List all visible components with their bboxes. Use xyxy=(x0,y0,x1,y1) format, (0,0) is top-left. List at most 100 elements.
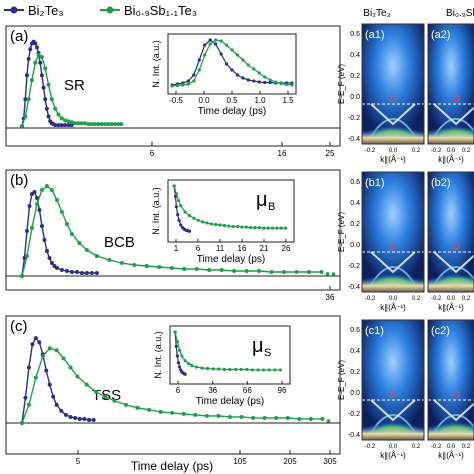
data-point-2 xyxy=(26,402,31,407)
panel-frame xyxy=(5,315,341,455)
inset-x-tick-label: 21 xyxy=(260,244,269,253)
arpes-frame xyxy=(427,171,474,293)
inset-data-point-2 xyxy=(175,83,180,88)
inset-data-point-2 xyxy=(256,368,260,372)
inset-data-point-2 xyxy=(257,71,261,75)
data-point-2 xyxy=(84,248,89,252)
data-point-2 xyxy=(325,272,330,276)
data-point-1 xyxy=(54,402,59,407)
inset-x-tick-label: 66 xyxy=(243,386,252,395)
inset-data-point-1 xyxy=(173,194,178,198)
arpes-y-label: E-E_F (eV) xyxy=(337,212,346,252)
inset-data-point-2 xyxy=(209,222,213,226)
data-point-1 xyxy=(41,85,46,90)
data-point-1 xyxy=(54,266,59,270)
arpes-x-tick-label: -0.2 xyxy=(431,296,442,302)
inset-data-point-2 xyxy=(228,367,232,372)
data-point-2 xyxy=(170,410,175,415)
data-point-1 xyxy=(82,416,87,421)
legend: Bi₂Te₃ Bi₀.₉Sb₁.₁Te₃ xyxy=(4,3,197,18)
data-point-2 xyxy=(294,270,299,274)
arpes-panel-label: (a1) xyxy=(365,29,385,41)
inset-data-point-2 xyxy=(263,75,267,79)
inset-data-point-2 xyxy=(219,39,223,43)
data-point-2 xyxy=(232,269,237,273)
inset-data-point-2 xyxy=(214,222,218,227)
data-point-2 xyxy=(119,122,124,127)
arpes-y-label: E-E_F (eV) xyxy=(337,360,346,400)
arpes-panel-2: (a2) -0.2 0.0 0.2k∥(Å⁻¹) xyxy=(426,23,474,164)
data-point-2 xyxy=(69,120,74,125)
inset-data-point-2 xyxy=(235,224,240,229)
data-point-1 xyxy=(68,414,73,419)
data-point-1 xyxy=(59,408,64,413)
inset-data-point-2 xyxy=(187,214,192,218)
arpes-surface-state xyxy=(370,103,416,126)
inset-data-point-2 xyxy=(267,368,271,372)
data-point-1 xyxy=(63,123,68,128)
data-point-2 xyxy=(92,122,97,127)
data-point-2 xyxy=(29,78,34,82)
data-point-1 xyxy=(44,368,49,373)
data-point-2 xyxy=(102,122,107,127)
x-tick-label: 5 xyxy=(76,457,81,466)
data-point-1 xyxy=(26,56,31,61)
arpes-panel-4: (b2) -0.2 0.0 0.2k∥(Å⁻¹) xyxy=(426,171,474,312)
arpes-x-tick-label: 0.2 xyxy=(412,296,421,302)
data-point-1 xyxy=(39,73,44,78)
arpes-y-tick-label: -0.4 xyxy=(348,284,360,291)
arpes-x-tick-label: 0.2 xyxy=(462,148,471,154)
arpes-x-tick-label: -0.2 xyxy=(431,148,442,154)
arpes-frame xyxy=(361,319,425,441)
inset-data-point-1 xyxy=(176,213,180,217)
inset-data-point-2 xyxy=(253,226,257,230)
arpes-marker xyxy=(452,94,460,102)
arpes-valence-band xyxy=(428,278,474,292)
data-point-2 xyxy=(75,374,80,379)
legend-marker-series2 xyxy=(106,6,114,14)
data-point-1 xyxy=(74,270,79,274)
arpes-valence-band xyxy=(362,278,424,292)
data-point-1 xyxy=(26,365,31,370)
data-point-2 xyxy=(251,415,256,420)
data-point-2 xyxy=(282,270,287,274)
panel-frame xyxy=(5,169,341,291)
data-point-2 xyxy=(33,375,38,380)
data-point-2 xyxy=(144,264,149,268)
inset-data-point-1 xyxy=(174,205,178,209)
panel-annotation: BCB xyxy=(104,234,135,251)
inset-data-point-2 xyxy=(181,83,185,87)
inset-data-point-2 xyxy=(279,226,283,230)
inset-data-point-2 xyxy=(179,204,183,208)
data-point-2 xyxy=(29,226,34,230)
data-point-2 xyxy=(182,267,187,271)
arpes-x-label: k∥(Å⁻¹) xyxy=(380,155,406,164)
inset-x-tick-label: 6 xyxy=(176,386,181,395)
inset-data-point-2 xyxy=(200,220,205,224)
data-point-2 xyxy=(66,119,71,124)
inset-data-point-1 xyxy=(175,354,179,358)
inset-data-point-2 xyxy=(170,84,174,88)
inset-data-point-2 xyxy=(230,48,234,52)
inset-data-point-2 xyxy=(196,218,200,222)
data-point-2 xyxy=(158,409,163,414)
data-point-2 xyxy=(181,411,186,416)
data-point-2 xyxy=(269,270,274,274)
data-point-2 xyxy=(33,60,38,65)
arpes-y-tick-label: 0.4 xyxy=(350,52,360,59)
inset-data-point-1 xyxy=(263,80,267,85)
data-point-2 xyxy=(39,54,44,59)
inset-data-point-2 xyxy=(172,184,176,188)
arpes-surface-state xyxy=(433,251,474,274)
data-point-2 xyxy=(73,121,78,126)
data-point-1 xyxy=(38,60,43,65)
arpes-x-tick-label: 0.0 xyxy=(389,148,398,154)
data-point-1 xyxy=(34,196,39,200)
data-point-1 xyxy=(91,417,96,422)
arpes-surface-state xyxy=(433,103,474,126)
arpes-y-tick-label: -0.2 xyxy=(348,411,360,418)
data-point-2 xyxy=(84,382,89,387)
inset-data-point-1 xyxy=(257,80,261,84)
inset-frame xyxy=(169,325,291,385)
